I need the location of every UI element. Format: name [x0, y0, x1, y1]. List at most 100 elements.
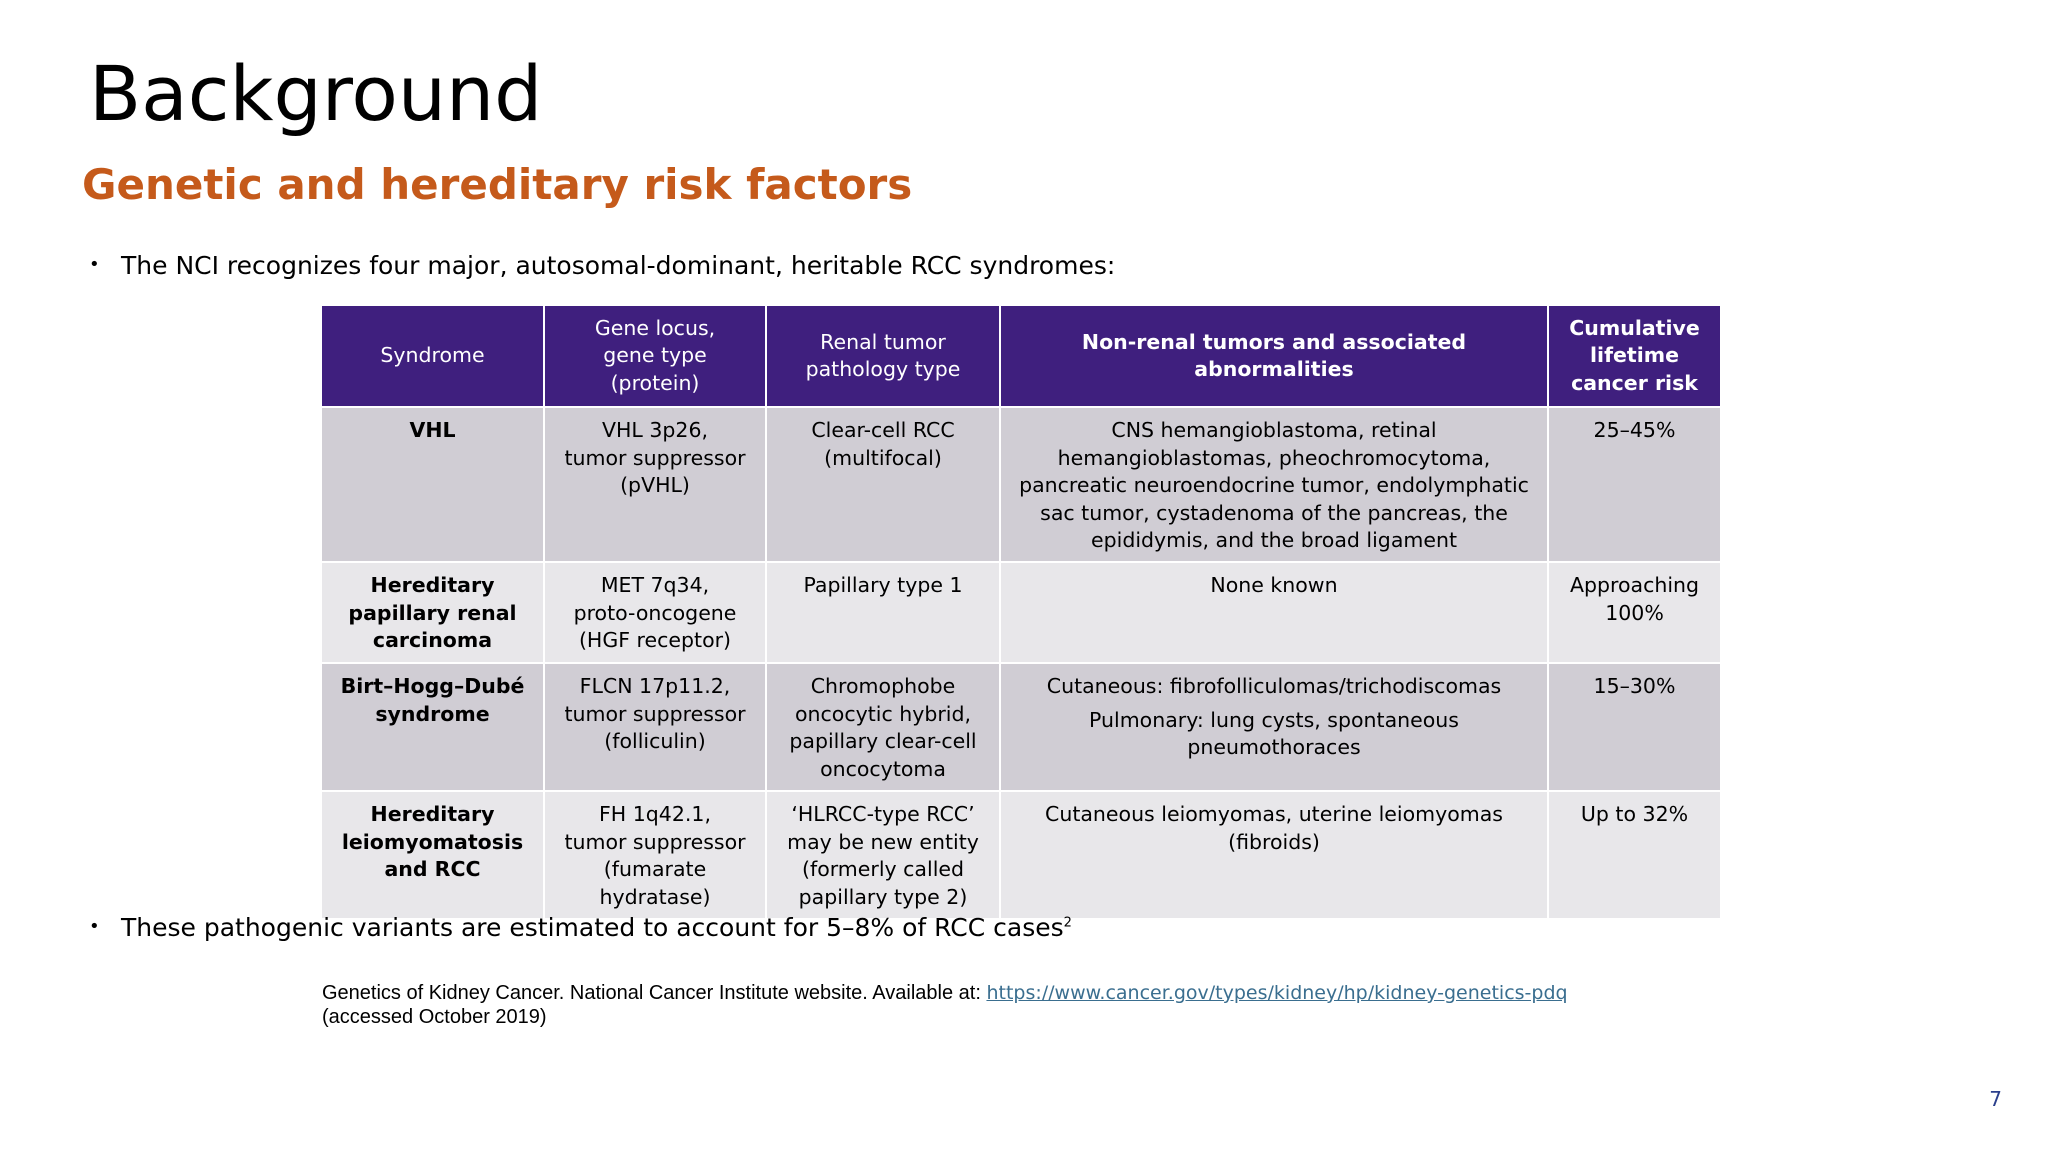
- cell-line: Hereditary: [370, 573, 495, 597]
- cell-line: Gene locus,: [594, 315, 716, 340]
- table-row: VHL VHL 3p26, tumor suppressor (pVHL) Clea…: [320, 406, 1722, 563]
- cell-line: Chromophobe: [810, 674, 956, 698]
- cell-line: None known: [1210, 573, 1338, 597]
- cell-line: Clear-cell RCC: [811, 418, 955, 442]
- cell-line: VHL 3p26,: [601, 418, 709, 442]
- cell-line: 25–45%: [1593, 418, 1676, 442]
- cell-line: proto-oncogene: [573, 600, 737, 625]
- cell-pathology: Papillary type 1: [765, 561, 1001, 664]
- cell-line: and RCC: [384, 857, 481, 881]
- cell-line: may be new entity: [787, 829, 979, 854]
- cell-line: Birt–Hogg–Dubé: [340, 674, 525, 698]
- cell-line: papillary type 2): [798, 884, 968, 909]
- table-row: Hereditary leiomyomatosis and RCC FH 1q42.…: [320, 790, 1722, 920]
- cell-line: FH 1q42.1,: [599, 802, 711, 826]
- cell-line: oncocytoma: [820, 756, 946, 781]
- cell-line: pneumothoraces: [1187, 735, 1361, 759]
- cell-line: papillary renal: [348, 600, 517, 625]
- cell-line: abnormalities: [1194, 357, 1354, 381]
- table-row: Hereditary papillary renal carcinoma MET 7…: [320, 561, 1722, 664]
- cell-nonrenal: None known: [999, 561, 1549, 664]
- header-syndrome: Syndrome: [320, 304, 545, 408]
- cell-pathology: Clear-cell RCC (multifocal): [765, 406, 1001, 563]
- cell-line: Cutaneous: fibrofolliculomas/trichodisco…: [1046, 674, 1502, 698]
- cell-line: Pulmonary: lung cysts, spontaneous: [1089, 707, 1459, 732]
- header-lifetime-risk: Cumulative lifetime cancer risk: [1547, 304, 1722, 408]
- header-gene-locus: Gene locus, gene type (protein): [543, 304, 767, 408]
- footnote-text: Genetics of Kidney Cancer. National Canc…: [322, 982, 987, 1004]
- cell-line: Cumulative: [1569, 315, 1700, 340]
- cell-line: leiomyomatosis: [341, 829, 524, 854]
- slide-title: Background: [89, 49, 543, 138]
- cell-nonrenal: Cutaneous: fibrofolliculomas/trichodisco…: [999, 662, 1549, 792]
- bullet-variants: • These pathogenic variants are estimate…: [89, 913, 1072, 943]
- cell-pathology: ‘HLRCC-type RCC’ may be new entity (former…: [765, 790, 1001, 920]
- syndromes-table: Syndrome Gene locus, gene type (protein) R…: [320, 304, 1722, 920]
- bullet-marker: •: [89, 916, 100, 937]
- cell-nonrenal: Cutaneous leiomyomas, uterine leiomyomas…: [999, 790, 1549, 920]
- cell-line: hemangioblastomas, pheochromocytoma,: [1057, 445, 1491, 470]
- cell-line: 100%: [1605, 600, 1664, 625]
- cell-gene: FH 1q42.1, tumor suppressor (fumarate hydra…: [543, 790, 767, 920]
- header-renal-pathology: Renal tumor pathology type: [765, 304, 1001, 408]
- cell-gene: FLCN 17p11.2, tumor suppressor (folliculin…: [543, 662, 767, 792]
- cell-nonrenal: CNS hemangioblastoma, retinal hemangiobla…: [999, 406, 1549, 563]
- cell-gene: MET 7q34, proto-oncogene (HGF receptor): [543, 561, 767, 664]
- cell-syndrome: Birt–Hogg–Dubé syndrome: [320, 662, 545, 792]
- cell-pathology: Chromophobe oncocytic hybrid, papillary cl…: [765, 662, 1001, 792]
- cell-line: Approaching: [1569, 573, 1700, 597]
- cell-line: oncocytic hybrid,: [794, 701, 972, 726]
- cell-line: Renal tumor: [820, 329, 946, 354]
- bullet-marker: •: [89, 254, 100, 275]
- table-row: Birt–Hogg–Dubé syndrome FLCN 17p11.2, tumo…: [320, 662, 1722, 792]
- cell-risk: Up to 32%: [1547, 790, 1722, 920]
- cell-line: (formerly called: [801, 857, 965, 881]
- cell-line: papillary clear-cell: [789, 729, 977, 753]
- cell-line: pancreatic neuroendocrine tumor, endolym…: [1019, 473, 1529, 497]
- bullet-text: These pathogenic variants are estimated …: [121, 913, 1072, 943]
- cell-syndrome: VHL: [320, 406, 545, 563]
- cell-line: (HGF receptor): [578, 628, 732, 652]
- cell-line: (pVHL): [620, 473, 690, 497]
- cell-line: Hereditary: [370, 802, 495, 826]
- cell-line: lifetime: [1590, 343, 1679, 368]
- cell-line: VHL: [409, 418, 456, 442]
- cell-line: tumor suppressor: [564, 829, 746, 854]
- cell-line: Syndrome: [380, 343, 485, 368]
- page-number: 7: [1989, 1087, 2002, 1111]
- table-header-row: Syndrome Gene locus, gene type (protein) R…: [320, 304, 1722, 408]
- cell-line: Cutaneous leiomyomas, uterine leiomyomas: [1045, 802, 1503, 826]
- cell-risk: 15–30%: [1547, 662, 1722, 792]
- cell-line: hydratase): [599, 884, 711, 909]
- cell-line: gene type: [603, 343, 707, 368]
- citation-superscript: 2: [1063, 915, 1072, 931]
- cell-syndrome: Hereditary papillary renal carcinoma: [320, 561, 545, 664]
- cell-line: syndrome: [375, 701, 490, 726]
- slide-subtitle: Genetic and hereditary risk factors: [82, 160, 913, 209]
- cell-gene: VHL 3p26, tumor suppressor (pVHL): [543, 406, 767, 563]
- cell-line: sac tumor, cystadenoma of the pancreas, …: [1040, 500, 1508, 525]
- cell-line: cancer risk: [1571, 370, 1698, 395]
- cell-line: carcinoma: [372, 628, 493, 652]
- footnote-accessed: (accessed October 2019): [322, 1006, 547, 1028]
- cell-line: pathology type: [805, 357, 961, 381]
- bullet-text: The NCI recognizes four major, autosomal…: [121, 251, 1116, 280]
- cell-line: CNS hemangioblastoma, retinal: [1111, 418, 1437, 442]
- cell-risk: 25–45%: [1547, 406, 1722, 563]
- cell-line: 15–30%: [1593, 674, 1676, 698]
- cell-line: tumor suppressor: [564, 445, 746, 470]
- cell-line: tumor suppressor: [564, 701, 746, 726]
- header-nonrenal-tumors: Non-renal tumors and associated abnormali…: [999, 304, 1549, 408]
- cell-line: (fibroids): [1228, 829, 1320, 854]
- cell-line: FLCN 17p11.2,: [579, 674, 731, 698]
- footnote: Genetics of Kidney Cancer. National Canc…: [322, 981, 1568, 1029]
- footnote-link[interactable]: https://www.cancer.gov/types/kidney/hp/k…: [986, 982, 1568, 1004]
- cell-line: Non-renal tumors and associated: [1081, 329, 1467, 354]
- cell-line: Up to 32%: [1580, 802, 1689, 826]
- cell-line: Papillary type 1: [803, 573, 963, 597]
- cell-risk: Approaching 100%: [1547, 561, 1722, 664]
- cell-line: (protein): [610, 370, 700, 395]
- cell-line: (multifocal): [824, 445, 942, 470]
- cell-syndrome: Hereditary leiomyomatosis and RCC: [320, 790, 545, 920]
- cell-line: MET 7q34,: [600, 573, 710, 597]
